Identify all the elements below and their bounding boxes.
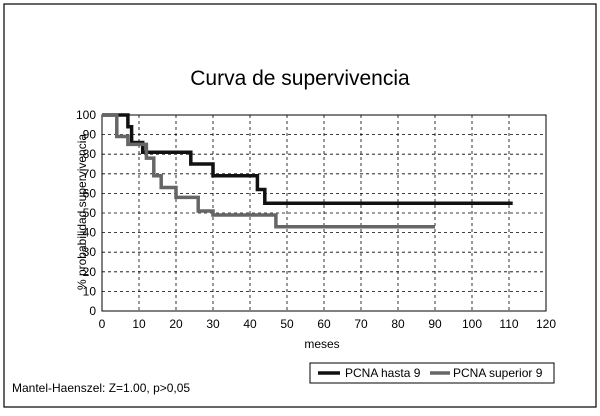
chart-border [3, 3, 597, 408]
y-tick-label: 30 [83, 245, 97, 259]
y-tick-label: 10 [83, 284, 97, 298]
series-lines [102, 113, 513, 229]
y-axis-ticks: 0 10 20 30 40 50 60 70 80 90 100 [76, 108, 96, 318]
x-tick-label: 40 [243, 317, 257, 331]
x-tick-label: 100 [462, 317, 482, 331]
x-tick-label: 80 [391, 317, 405, 331]
y-axis-label: % probabilidad supervivencia [75, 134, 89, 290]
x-tick-label: 60 [317, 317, 331, 331]
x-axis-label: meses [304, 337, 339, 351]
y-tick-label: 80 [83, 147, 97, 161]
y-tick-label: 0 [89, 304, 96, 318]
x-axis-ticks: 0 10 20 30 40 50 60 70 80 90 100 110 120 [99, 317, 557, 331]
x-tick-label: 70 [354, 317, 368, 331]
x-tick-label: 30 [206, 317, 220, 331]
y-tick-label: 20 [83, 265, 97, 279]
chart-title: Curva de supervivencia [190, 67, 410, 90]
x-tick-label: 50 [280, 317, 294, 331]
x-tick-label: 0 [99, 317, 106, 331]
x-tick-label: 10 [132, 317, 146, 331]
x-tick-label: 20 [169, 317, 183, 331]
series-line-pcna-hasta-9 [102, 113, 513, 205]
y-tick-label: 90 [83, 128, 97, 142]
x-tick-label: 120 [536, 317, 556, 331]
legend-label-pcna-superior-9: PCNA superior 9 [453, 366, 543, 380]
y-tick-label: 40 [83, 226, 97, 240]
statistic-annotation: Mantel-Haenszel: Z=1.00, p>0,05 [12, 381, 190, 395]
x-tick-label: 110 [499, 317, 518, 331]
legend-label-pcna-hasta-9: PCNA hasta 9 [345, 366, 421, 380]
series-line-pcna-superior-9 [102, 113, 435, 229]
plot-area [101, 114, 547, 312]
y-tick-label: 60 [83, 186, 97, 200]
y-tick-label: 100 [76, 108, 96, 122]
y-tick-label: 50 [83, 206, 97, 220]
legend: PCNA hasta 9 PCNA superior 9 [309, 362, 555, 384]
x-tick-label: 90 [428, 317, 442, 331]
y-tick-label: 70 [83, 167, 97, 181]
grid-lines [102, 115, 546, 311]
